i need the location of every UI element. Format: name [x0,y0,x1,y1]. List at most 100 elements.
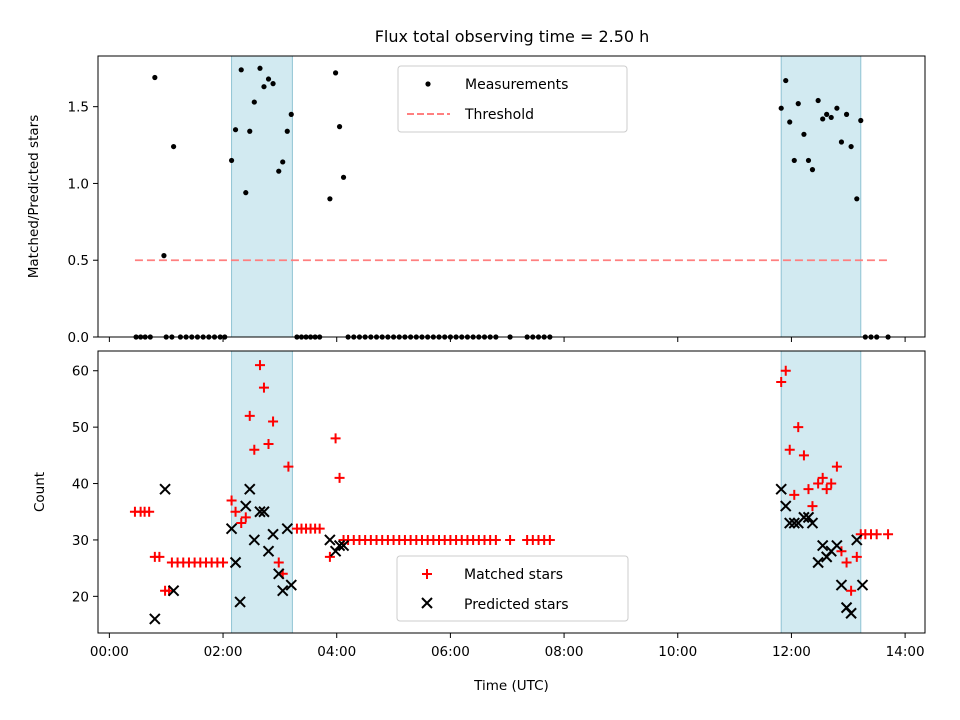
legend-matched-marker [422,569,432,579]
measurement-point [858,117,864,124]
predicted-star-point [845,607,857,619]
matched-star-point [821,484,832,495]
predicted-star-point [254,506,266,518]
matched-star-point [784,444,795,455]
measurement-point [848,143,854,150]
bottom-x-axis: 00:00 02:00 04:00 06:00 08:00 10:00 12:00 14:00 [90,633,925,660]
matched-star-point [268,416,279,427]
measurement-point [783,77,789,84]
matched-star-point [798,450,809,461]
predicted-star-point [277,584,289,597]
predicted-star-point [812,556,824,569]
predicted-star-point [802,511,815,524]
matched-star-point [817,472,828,483]
matched-star-point [226,495,237,506]
matched-star-point [283,461,294,472]
measurement-point [280,159,286,165]
measurement-point [824,111,830,117]
matched-star-point [230,506,241,517]
predicted-star-point [337,539,350,552]
measurement-point [805,157,812,164]
matched-star-point [154,551,165,562]
predicted-star-point [262,545,275,557]
matched-star-point [490,534,501,545]
x-tick-label: 06:00 [431,644,470,660]
x-tick-label: 14:00 [886,644,925,660]
matched-star-point [240,512,251,523]
matched-star-point [789,489,800,500]
matched-star-point [826,478,837,489]
measurement-point [834,105,840,111]
top-legend: Measurements Threshold [397,65,628,133]
measurement-point [238,67,244,73]
predicted-star-point [798,511,810,524]
measurement-point [228,157,235,164]
measurement-point [161,253,167,259]
predicted-star-point [281,522,293,535]
predicted-star-point [831,539,843,552]
top-y-axis: 0.0 0.5 1.0 1.5 [68,100,98,346]
legend-measurements-marker [425,81,431,87]
matched-star-point [258,382,269,393]
x-tick-label: 02:00 [204,644,243,660]
predicted-star-point [258,506,270,518]
matched-star-point [851,551,862,562]
legend-measurements-label: Measurements [465,77,568,93]
x-tick-label: 10:00 [658,644,697,660]
matched-star-point [780,365,791,376]
bottom-legend-frame [396,555,629,622]
predicted-star-point [816,539,829,552]
measurement-point [828,114,834,121]
predicted-star-point [851,534,863,546]
matched-star-point [803,484,814,495]
measurement-point [795,101,801,107]
matched-star-point [236,518,247,529]
measurement-point [247,128,253,134]
bottom-panel: 20 30 40 50 60 00:00 02:00 04:00 06:00 08:00 10:0… [32,350,926,694]
predicted-star-point [333,539,346,552]
measurement-point [809,167,816,173]
top-x-ticks [108,337,906,342]
matched-star-point [324,551,335,562]
predicted-star-point [324,534,336,546]
y-tick-label: 20 [72,589,89,605]
predicted-star-point [244,483,256,495]
predicted-star-point [267,528,279,541]
y-tick-label: 40 [72,477,89,493]
predicted-star-point [229,556,242,569]
top-panel: 0.0 0.5 1.0 1.5 Matched/Predicted stars Mea… [26,55,926,346]
top-axes-frame [97,55,926,338]
matched-star-point [776,377,787,388]
matched-star-point [841,557,852,568]
matched-star-point [314,523,325,534]
y-tick-label: 30 [72,533,89,549]
top-legend-frame [397,65,628,133]
predicted-star-point [149,613,161,625]
predicted-star-point [329,545,342,557]
matched-star-point [249,444,260,455]
x-axis-label: Time (UTC) [473,678,549,694]
measurement-point [787,119,793,125]
measurement-point [820,116,826,122]
matched-star-point [831,461,842,472]
matched-star-point [273,557,284,568]
measurement-point [251,99,257,105]
measurement-point [232,127,239,133]
predicted-star-point [167,584,180,597]
predicted-star-point [788,517,800,529]
matched-star-point [793,422,804,433]
measurement-point [815,97,821,104]
shaded-interval-1 [231,350,293,634]
top-y-axis-label: Matched/Predicted stars [26,115,42,278]
predicted-star-point [273,568,285,580]
y-tick-label: 0.0 [68,330,89,346]
measurement-point [854,196,860,202]
shaded-interval-2 [780,55,862,338]
predicted-star-point [225,522,238,535]
matched-star-point [505,534,516,545]
matched-star-point [807,501,818,512]
matched-star-point [244,410,255,421]
measurement-point [791,157,797,164]
measurement-point [838,139,845,145]
